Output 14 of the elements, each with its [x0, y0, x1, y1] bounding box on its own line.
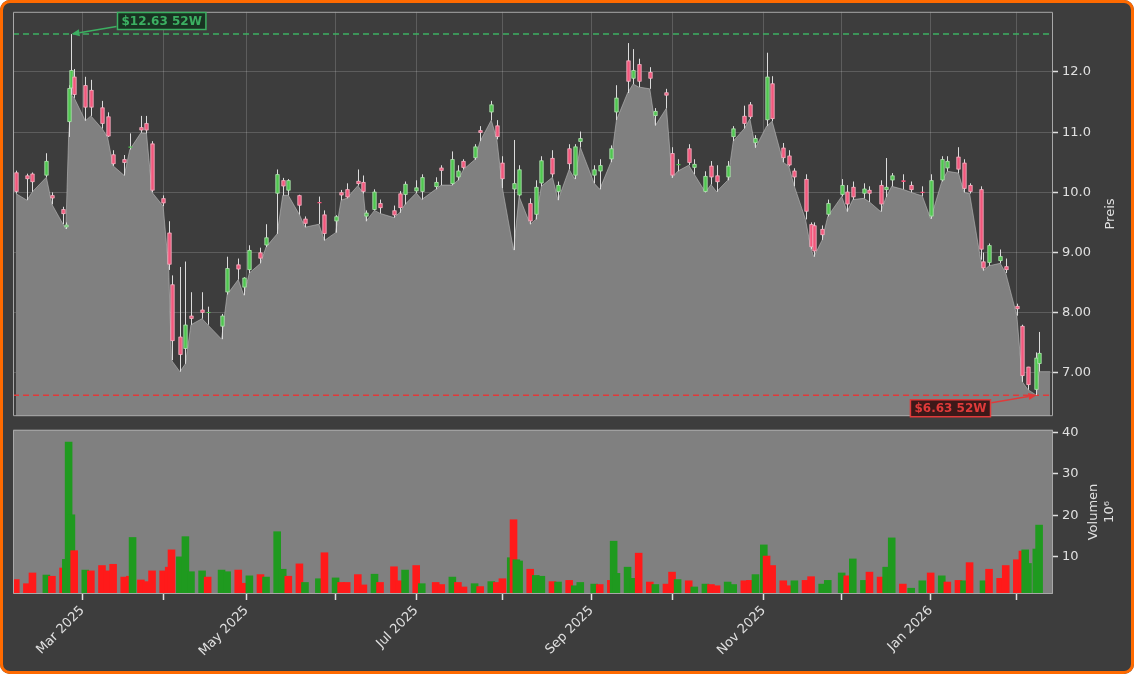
- annotation: $6.63 52W: [914, 400, 987, 415]
- y-tick-label: 12.0: [1062, 63, 1091, 79]
- y-tick-label: 7.00: [1062, 364, 1091, 380]
- y-axis-title: Preis: [1101, 198, 1118, 230]
- y-tick-label: 9.00: [1062, 243, 1091, 259]
- y-axis-title: Volumen 10⁶: [1084, 483, 1117, 541]
- y-tick-label: 8.00: [1062, 304, 1091, 320]
- y-tick-label: 11.0: [1062, 123, 1091, 139]
- y-tick-label: 20: [1062, 506, 1079, 522]
- y-tick-label: 10.0: [1062, 183, 1091, 199]
- y-tick-label: 40: [1062, 424, 1079, 440]
- y-tick-label: 30: [1062, 465, 1079, 481]
- y-tick-label: 10: [1062, 547, 1079, 563]
- annotation: $12.63 52W: [121, 13, 202, 28]
